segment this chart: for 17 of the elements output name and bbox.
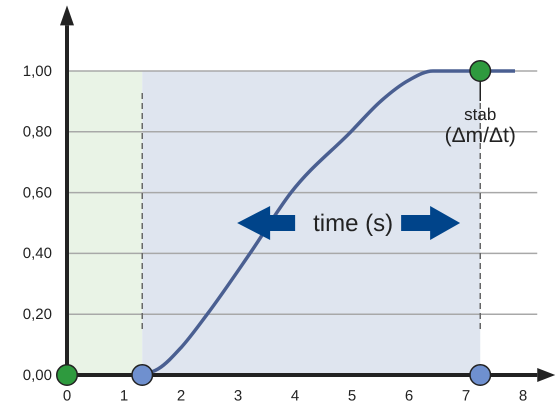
y-tick-label: 0,40: [22, 245, 52, 262]
y-tick-label: 0,20: [22, 306, 52, 323]
annotation: stab (Δm/Δt): [444, 105, 516, 147]
x-tick-label: 4: [290, 388, 300, 405]
x-tick-label: 8: [518, 388, 528, 405]
y-tick-label: 0,80: [22, 124, 52, 141]
y-tick-label: 0,60: [22, 184, 52, 202]
y-tick-label: 0,00: [22, 366, 52, 384]
x-tick-label: 3: [234, 388, 242, 405]
x-tick-label: 6: [404, 388, 414, 405]
x-axis-title: time (s): [313, 210, 394, 237]
x-tick-label: 7: [462, 388, 470, 405]
x-tick-label: 1: [120, 388, 128, 405]
x-tick-label: 0: [62, 388, 72, 405]
y-tick-label: 1,00: [22, 62, 52, 80]
x-tick-label: 2: [176, 388, 186, 405]
x-tick-label: 5: [348, 388, 356, 405]
